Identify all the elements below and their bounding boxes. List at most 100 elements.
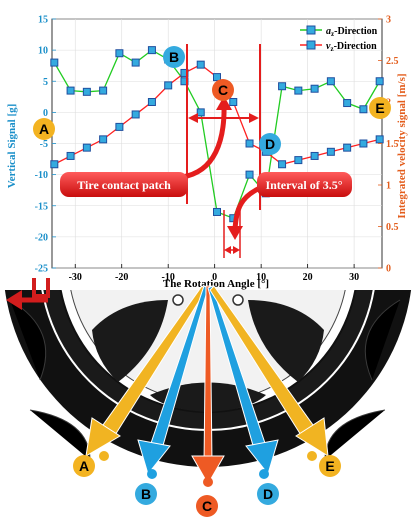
y-right-tick-label: 1.5 <box>386 139 399 150</box>
series-0-point <box>213 207 221 216</box>
y-left-tick-label: -20 <box>35 232 48 243</box>
series-0-point <box>326 77 335 86</box>
series-0-point <box>196 108 205 117</box>
legend-az: az-Direction <box>326 26 378 38</box>
series-0-point <box>278 82 287 91</box>
legend-vz: vz-Direction <box>326 41 377 53</box>
tire-point-b: B <box>135 483 157 505</box>
tire-point-e: E <box>319 455 341 477</box>
series-1-point <box>229 98 238 106</box>
contact-patch-pointer-head <box>216 96 232 110</box>
contact-patch-pointer <box>181 103 227 180</box>
rim-hole-right <box>248 300 324 382</box>
series-0-point <box>343 99 352 108</box>
series-1-point <box>245 139 254 148</box>
y-left-tick-label: 15 <box>38 15 48 26</box>
ticks: -30 -20 -10 0 10 20 30 -25 -20 -15 -10 -5 0 5 10 15 0 0.5… <box>35 15 399 284</box>
series-1-point <box>66 151 75 160</box>
series-0-point <box>375 77 384 86</box>
x-tick-label: -20 <box>115 272 128 283</box>
arrow-a-head <box>85 417 121 457</box>
y-right-tick-label: 0 <box>386 264 391 275</box>
series-0-point <box>50 58 59 67</box>
interval-arrowhead-left <box>224 246 231 254</box>
tire-point-d: D <box>257 483 279 505</box>
svg-text:A: A <box>79 458 89 474</box>
contact-patch-label: Tire contact patch <box>77 178 171 192</box>
y-axis-left-label: Vertical Signal [g] <box>6 104 18 189</box>
series-1-point <box>50 160 59 169</box>
series-0-point <box>115 49 124 58</box>
svg-text:B: B <box>141 486 151 502</box>
tire-point-a: A <box>73 455 95 477</box>
y-left-tick-label: 0 <box>43 108 48 119</box>
interval-arrowhead-right <box>233 246 240 254</box>
svg-text:E: E <box>375 100 384 116</box>
arrow-e-head <box>295 417 329 457</box>
arrow-c-head <box>191 455 225 486</box>
y-axis-right-label: Integrated velocity signal [m/s] <box>396 73 408 218</box>
series-0-point <box>66 86 75 95</box>
x-tick-label: 0 <box>212 272 217 283</box>
tire-point-c: C <box>196 495 218 517</box>
series-1-point <box>196 60 205 69</box>
series-1-point <box>375 135 384 144</box>
contact-dot-d <box>259 469 269 479</box>
series-0-point <box>147 46 156 55</box>
legend: az-Direction vz-Direction <box>300 25 378 53</box>
series-1-point <box>115 122 124 131</box>
series-1-point <box>326 147 335 156</box>
series-0-point <box>310 84 319 93</box>
svg-text:D: D <box>265 136 275 152</box>
series-1-point <box>164 81 173 90</box>
span-arrowhead-right <box>249 113 259 123</box>
rim-hole-left <box>92 300 168 382</box>
hub-bolt <box>172 294 184 306</box>
chart-point-b: B <box>163 46 185 68</box>
y-left-tick-label: -15 <box>35 201 48 212</box>
x-tick-label: 20 <box>303 272 313 283</box>
x-tick-label: 30 <box>349 272 359 283</box>
series-1-point <box>82 143 91 152</box>
interval-label: Interval of 3.5° <box>265 178 342 192</box>
y-left-tick-label: 5 <box>43 77 48 88</box>
tire-tread <box>9 299 401 461</box>
y-left-tick-label: 10 <box>38 46 48 57</box>
series-1-point <box>147 98 156 106</box>
svg-text:A: A <box>39 121 49 137</box>
tire-illustration: u A B C <box>4 278 412 517</box>
arrow-c <box>203 285 213 465</box>
x-tick-label: -10 <box>162 272 175 283</box>
series-1-point <box>131 110 140 119</box>
series-0-point <box>82 87 91 96</box>
series-1-point <box>278 160 287 169</box>
interval-pointer-head <box>227 226 243 240</box>
svg-text:B: B <box>169 49 179 65</box>
force-arrows <box>85 285 329 486</box>
series-0-point <box>245 170 254 179</box>
series-0-point <box>131 58 140 67</box>
series-1-point <box>359 139 368 148</box>
series-1-point <box>343 143 352 152</box>
chart: -30 -20 -10 0 10 20 30 -25 -20 -15 -10 -5 0 5 10 15 0 0.5… <box>6 15 408 291</box>
series-1-point <box>294 156 303 165</box>
series-1-point <box>310 151 319 160</box>
series-0-point <box>359 105 368 114</box>
svg-text:E: E <box>325 458 334 474</box>
x-tick-label: -30 <box>69 272 82 283</box>
y-left-tick-label: -25 <box>35 264 48 275</box>
x-tick-label: 10 <box>256 272 266 283</box>
y-left-tick-label: -5 <box>40 139 48 150</box>
arrow-b-head <box>137 439 171 476</box>
y-right-tick-label: 0.5 <box>386 222 399 233</box>
svg-text:D: D <box>263 486 273 502</box>
arrow-d-head <box>245 439 279 476</box>
y-right-tick-label: 2.5 <box>386 56 399 67</box>
y-right-tick-label: 1 <box>386 181 391 192</box>
contact-dot-c <box>203 477 213 487</box>
series-0-point <box>294 86 303 95</box>
series-0-point <box>99 86 108 95</box>
series-markers <box>50 46 384 223</box>
series-1-point <box>213 73 221 82</box>
